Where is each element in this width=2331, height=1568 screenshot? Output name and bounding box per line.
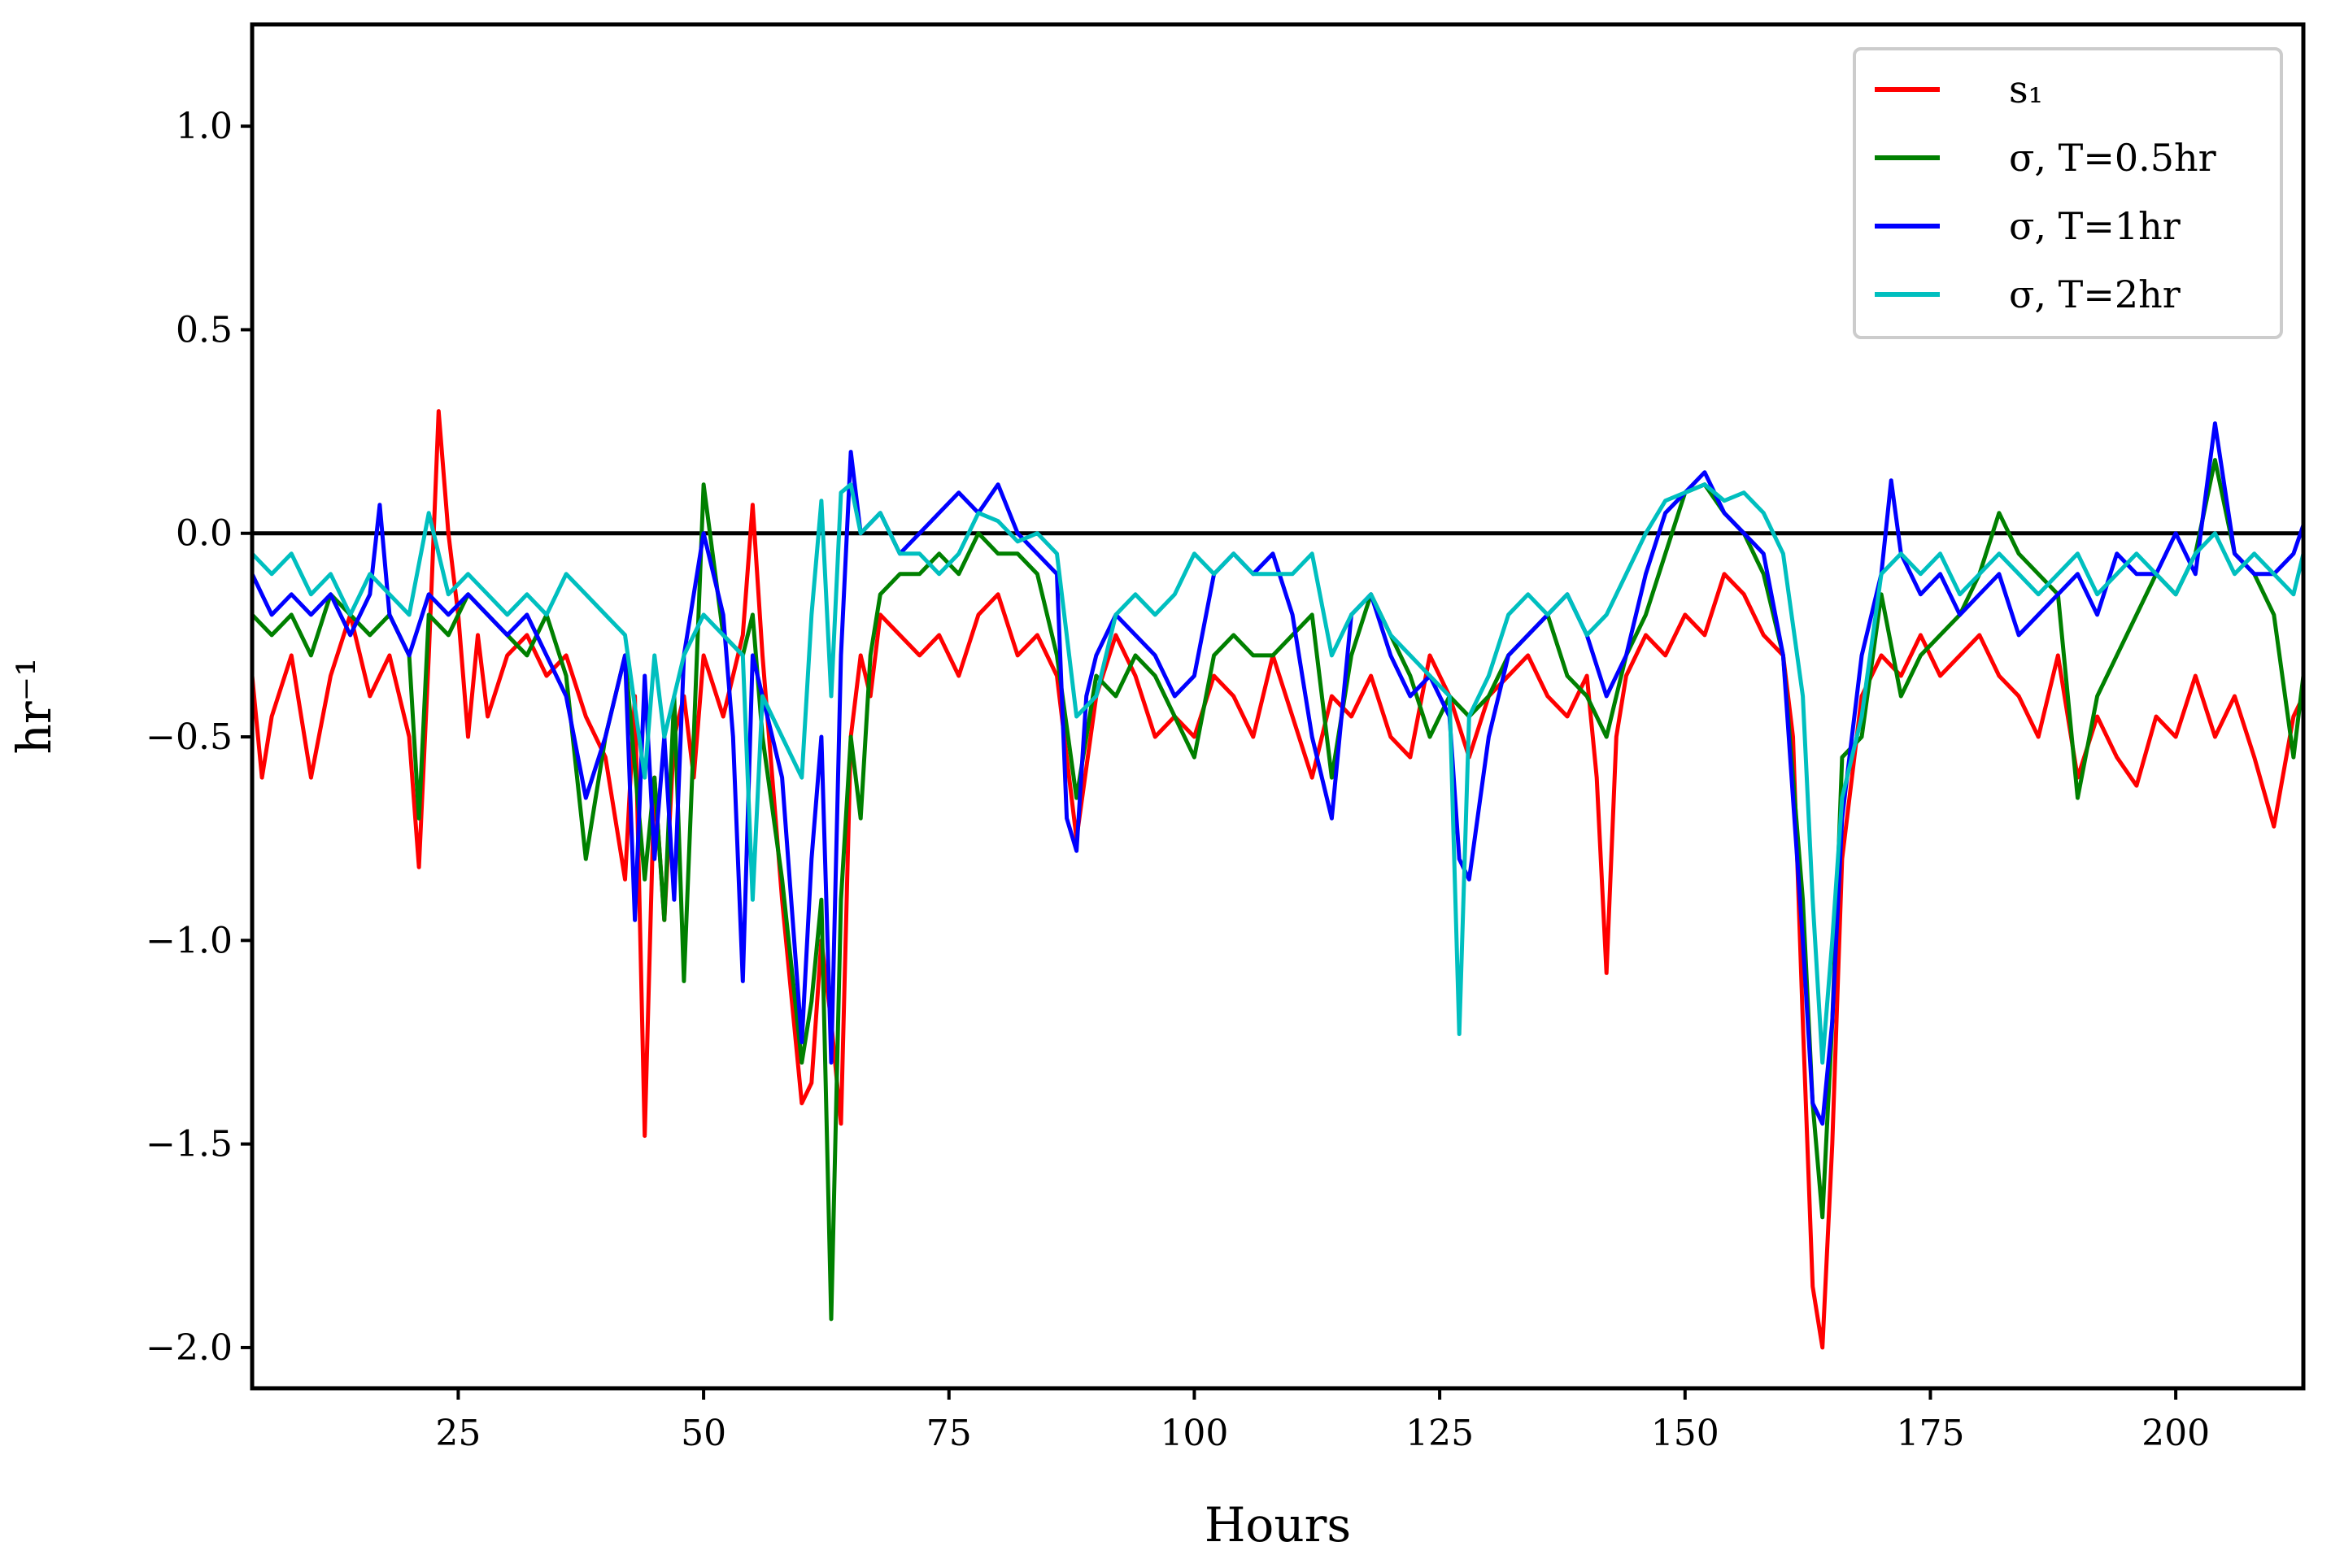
legend-label: s₁ xyxy=(2009,68,2043,111)
plot-frame xyxy=(250,22,2306,1391)
y-tick-label: 1.0 xyxy=(176,106,233,147)
x-axis-title: Hours xyxy=(1205,1497,1351,1553)
y-tick-label: −0.5 xyxy=(146,716,233,758)
y-tick-label: −2.0 xyxy=(146,1327,233,1369)
y-tick-label: −1.5 xyxy=(146,1124,233,1165)
x-axis: 25 50 75 100 125 150 175 200 xyxy=(435,1388,2210,1454)
legend: s₁ σ, T=0.5hr σ, T=1hr σ, T=2hr xyxy=(1853,47,2283,339)
series-line-1 xyxy=(252,409,2303,1350)
y-tick-label: 0.0 xyxy=(176,513,233,555)
x-tick-label: 100 xyxy=(1160,1413,1228,1454)
legend-label: σ, T=2hr xyxy=(2009,272,2181,316)
legend-box xyxy=(1853,47,2283,339)
x-tick-label: 25 xyxy=(435,1413,481,1454)
legend-label: σ, T=1hr xyxy=(2009,204,2181,248)
x-tick-label: 75 xyxy=(926,1413,972,1454)
x-tick-label: 150 xyxy=(1651,1413,1719,1454)
x-tick-label: 50 xyxy=(681,1413,726,1454)
y-axis-title: hr⁻¹ xyxy=(7,658,62,755)
series-line-4 xyxy=(252,482,2303,1065)
y-axis: 1.0 0.5 0.0 −0.5 −1.0 −1.5 −2.0 xyxy=(146,106,252,1369)
y-tick-label: 0.5 xyxy=(176,309,233,351)
legend-label: σ, T=0.5hr xyxy=(2009,136,2216,180)
x-tick-label: 125 xyxy=(1405,1413,1474,1454)
x-tick-label: 175 xyxy=(1896,1413,1964,1454)
series-layer xyxy=(252,409,2303,1350)
y-tick-label: −1.0 xyxy=(146,920,233,961)
plot-area xyxy=(252,409,2303,1350)
x-tick-label: 200 xyxy=(2141,1413,2210,1454)
